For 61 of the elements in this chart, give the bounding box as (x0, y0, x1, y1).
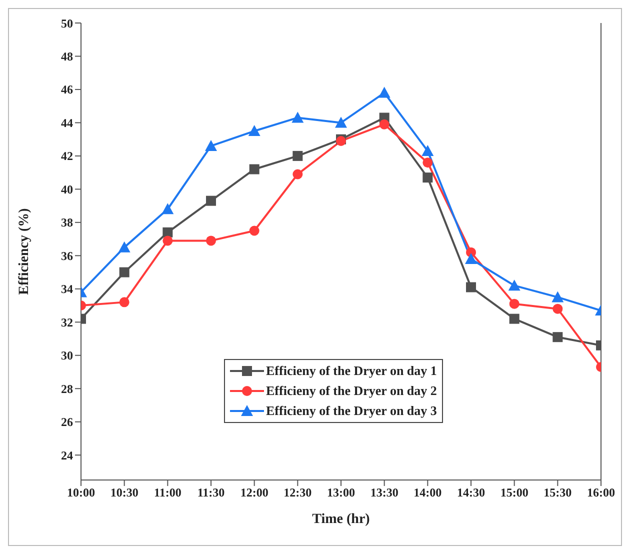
point (162, 203, 174, 214)
point (335, 116, 347, 128)
x-axis-title: Time (hr) (312, 512, 370, 527)
y-tick-label: 46 (61, 82, 73, 97)
y-tick-label: 50 (61, 16, 73, 30)
x-tick-label: 11:30 (197, 486, 225, 500)
point (292, 169, 303, 180)
x-tick-label: 14:00 (414, 486, 442, 500)
y-tick-label: 48 (61, 49, 73, 64)
point (119, 267, 130, 278)
point (205, 140, 217, 151)
point (118, 241, 130, 252)
y-tick-label: 40 (61, 182, 73, 196)
point (552, 291, 564, 302)
x-tick-label: 14:30 (457, 486, 485, 500)
y-tick-label: 32 (61, 315, 73, 330)
y-tick-label: 36 (61, 248, 73, 263)
legend-label: Efficieny of the Dryer on day 1 (266, 363, 437, 379)
x-tick-label: 13:30 (370, 486, 398, 500)
point (552, 332, 563, 342)
point (379, 119, 390, 130)
x-tick-label: 11:00 (154, 486, 182, 500)
point (249, 164, 260, 174)
point (162, 236, 173, 246)
y-tick-label: 30 (61, 348, 73, 363)
point (509, 314, 520, 324)
point (465, 252, 477, 264)
point (249, 226, 260, 236)
point (466, 282, 476, 292)
point (162, 227, 173, 238)
y-tick-label: 42 (61, 149, 73, 164)
point (422, 158, 433, 168)
point (508, 280, 520, 291)
point (422, 172, 433, 183)
point (378, 86, 390, 98)
y-axis-title: Efficiency (%) (16, 208, 32, 295)
x-tick-label: 12:00 (240, 486, 268, 500)
point (292, 150, 303, 161)
x-tick-label: 15:30 (544, 486, 572, 500)
y-tick-label: 34 (61, 282, 73, 296)
point (509, 298, 520, 309)
point (248, 125, 260, 136)
x-tick-label: 13:00 (327, 486, 355, 500)
y-tick-label: 38 (61, 216, 73, 230)
x-tick-label: 10:30 (110, 486, 138, 500)
point (292, 112, 304, 123)
y-tick-label: 24 (61, 448, 73, 462)
x-tick-label: 10:00 (67, 486, 95, 500)
x-tick-label: 16:00 (587, 486, 615, 500)
point (206, 236, 216, 246)
point (119, 297, 130, 308)
x-tick-label: 12:30 (284, 486, 312, 500)
y-tick-label: 28 (61, 382, 73, 396)
y-tick-label: 26 (61, 415, 73, 430)
point (552, 304, 563, 314)
legend-label: Efficieny of the Dryer on day 2 (266, 383, 437, 399)
point (422, 144, 434, 156)
point (206, 196, 216, 206)
y-tick-label: 44 (61, 116, 73, 130)
x-tick-label: 15:00 (500, 486, 528, 500)
legend-label: Efficieny of the Dryer on day 3 (266, 403, 437, 419)
